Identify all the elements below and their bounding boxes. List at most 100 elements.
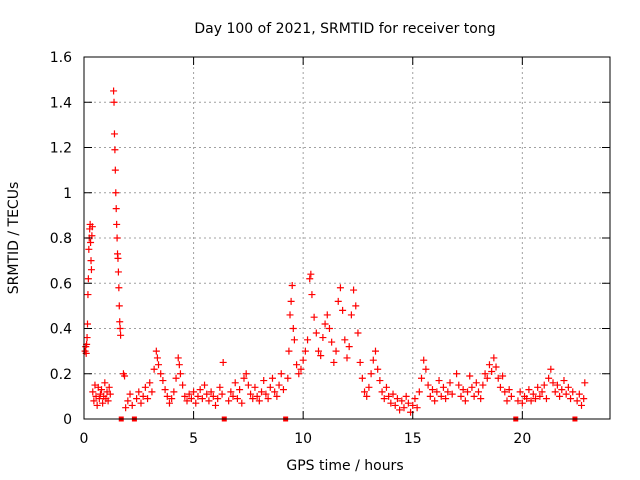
data-point — [133, 395, 141, 403]
data-point — [553, 381, 561, 389]
data-point — [306, 275, 314, 283]
y-tick-label: 0.4 — [50, 322, 72, 338]
data-point — [317, 352, 325, 360]
data-point — [110, 87, 118, 95]
data-point — [369, 356, 377, 364]
data-point — [229, 392, 237, 400]
x-tick-label: 15 — [404, 431, 422, 447]
data-point — [244, 381, 252, 389]
data-point — [499, 372, 507, 380]
data-point — [356, 358, 364, 366]
data-point — [275, 381, 283, 389]
data-point — [382, 383, 390, 391]
data-point — [415, 388, 423, 396]
data-point — [312, 329, 320, 337]
data-point — [279, 386, 287, 394]
data-point — [389, 390, 397, 398]
data-point — [453, 370, 461, 378]
data-point — [435, 377, 443, 385]
data-point — [319, 334, 327, 342]
data-point — [225, 397, 233, 405]
data-point — [307, 270, 315, 278]
x-tick-label: 0 — [80, 431, 89, 447]
data-point — [212, 401, 219, 409]
data-point — [446, 379, 454, 387]
data-point — [157, 370, 165, 378]
data-point — [113, 234, 121, 242]
data-point — [176, 370, 184, 378]
data-point — [201, 381, 209, 389]
data-point — [496, 383, 504, 391]
data-point — [455, 381, 463, 389]
data-point — [339, 306, 347, 314]
data-point — [295, 370, 303, 378]
data-point — [490, 354, 498, 362]
data-point — [110, 130, 118, 138]
data-point — [155, 361, 163, 369]
data-point — [367, 370, 375, 378]
data-point — [205, 397, 213, 405]
data-point — [219, 358, 227, 366]
data-point — [404, 399, 412, 407]
data-point — [110, 98, 118, 106]
data-point — [336, 284, 344, 292]
data-point — [483, 374, 491, 382]
data-point — [115, 302, 123, 310]
data-point — [115, 284, 123, 292]
data-point — [289, 325, 297, 332]
data-point — [341, 336, 349, 344]
data-point — [112, 189, 120, 197]
data-point — [290, 336, 298, 344]
data-point — [114, 254, 122, 262]
y-tick-label: 1 — [63, 186, 72, 202]
data-point — [534, 383, 542, 391]
data-point — [284, 374, 292, 382]
data-point — [365, 383, 373, 391]
data-point — [187, 395, 195, 403]
x-tick-label: 5 — [189, 431, 198, 447]
y-tick-label: 0 — [63, 412, 72, 428]
data-point — [545, 374, 553, 382]
data-point — [253, 392, 261, 400]
data-point — [376, 377, 384, 385]
data-point — [402, 392, 410, 400]
data-point — [328, 338, 336, 346]
data-point — [249, 395, 257, 403]
data-point — [477, 395, 485, 403]
data-point — [299, 356, 307, 364]
data-point — [236, 386, 244, 394]
data-point — [117, 331, 125, 339]
data-point — [112, 205, 120, 213]
data-point — [573, 397, 581, 405]
y-tick-label: 0.6 — [50, 276, 72, 292]
data-point — [87, 239, 95, 247]
data-point — [334, 297, 342, 305]
data-point — [433, 388, 441, 396]
data-point — [148, 388, 156, 396]
data-point — [185, 390, 193, 398]
data-point — [479, 381, 487, 389]
data-point — [216, 383, 224, 391]
data-point — [428, 386, 436, 394]
data-point — [418, 374, 426, 382]
data-point — [505, 386, 513, 394]
data-point — [175, 361, 183, 369]
data-point — [411, 395, 419, 403]
data-point — [271, 388, 279, 396]
data-point — [431, 397, 439, 405]
data-point — [113, 220, 121, 228]
data-point — [345, 343, 353, 351]
data-point — [146, 379, 154, 387]
x-tick-label: 10 — [294, 431, 312, 447]
data-point — [111, 146, 119, 154]
data-point — [304, 336, 312, 344]
data-point — [485, 361, 493, 369]
y-tick-label: 1.6 — [50, 50, 72, 66]
data-point — [114, 268, 122, 276]
data-point — [106, 390, 114, 398]
data-point — [124, 397, 132, 405]
data-point — [564, 383, 572, 391]
data-point — [218, 390, 226, 398]
data-point — [196, 386, 204, 394]
